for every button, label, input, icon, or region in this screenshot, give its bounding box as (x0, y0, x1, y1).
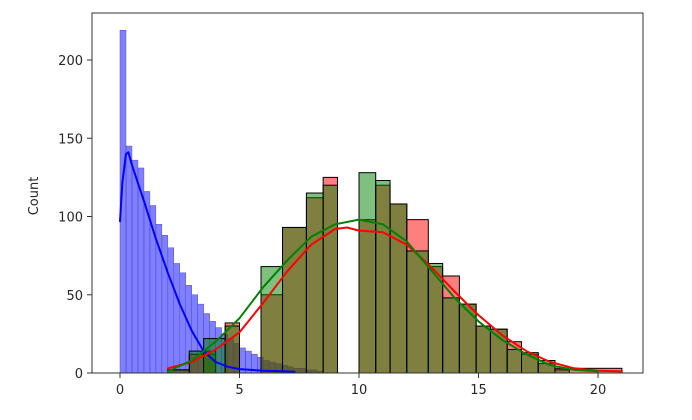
blue-bar (167, 247, 175, 374)
x-tick-label: 0 (116, 383, 124, 398)
blue-bar (131, 159, 139, 374)
kde-curves (119, 151, 623, 373)
x-axis: 0 5 10 15 20 (116, 373, 606, 398)
x-tick-label: 20 (590, 383, 607, 398)
blue-bar (125, 145, 133, 374)
y-tick-label: 150 (58, 132, 83, 147)
green-bar (406, 250, 429, 374)
blue-bar (173, 263, 180, 374)
x-tick-label: 5 (235, 383, 243, 398)
green-bar (442, 297, 460, 374)
green-bar (375, 180, 391, 374)
red-kde-curve (166, 226, 623, 373)
green-bar (475, 325, 491, 374)
x-tick-label: 10 (351, 383, 368, 398)
green-bar (282, 226, 307, 374)
green-kde-curve (166, 218, 599, 373)
blue-kde-curve (119, 151, 296, 373)
y-tick-label: 0 (75, 367, 83, 382)
green-bar (389, 203, 408, 374)
x-tick-label: 15 (470, 383, 487, 398)
green-bar (506, 349, 523, 374)
green-bar (358, 172, 377, 374)
plot-frame (91, 12, 644, 374)
green-bar (458, 303, 477, 374)
y-tick-label: 100 (58, 211, 83, 226)
histogram-bars (119, 30, 623, 374)
green-bar (322, 184, 338, 374)
y-tick-label: 200 (58, 54, 83, 69)
blue-bar (179, 272, 186, 374)
y-axis: 0 50 100 150 200 (58, 54, 92, 382)
y-tick-label: 50 (66, 289, 83, 304)
y-axis-label: Count (27, 177, 42, 216)
green-bar (305, 192, 324, 374)
